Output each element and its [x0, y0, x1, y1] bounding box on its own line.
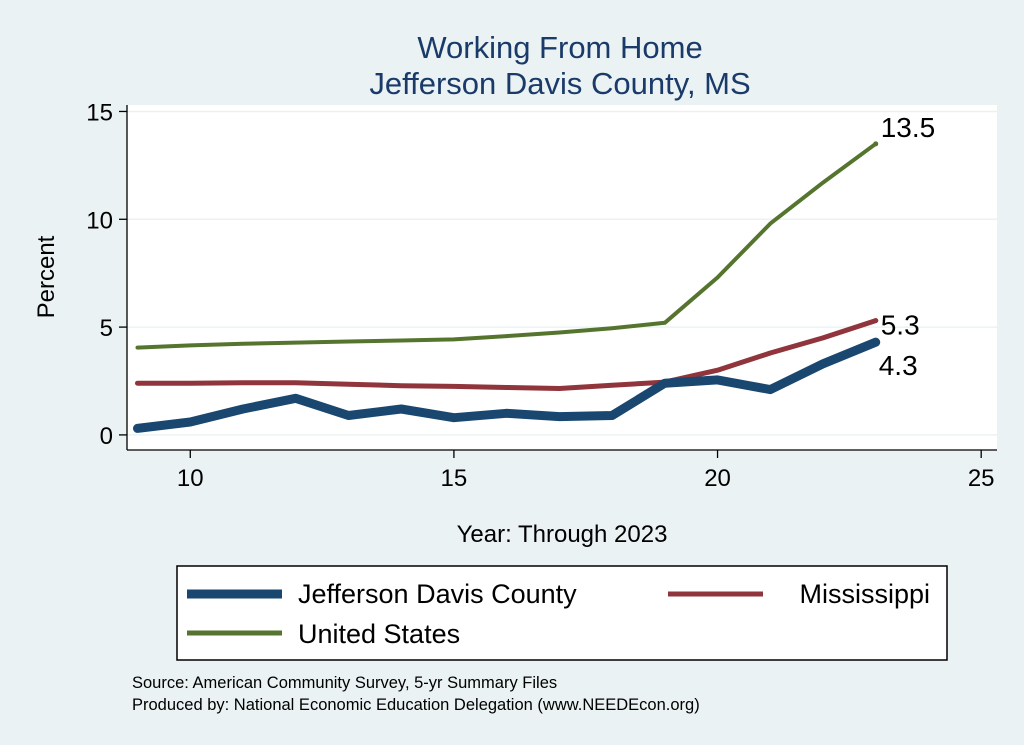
series-lines	[133, 141, 881, 433]
series-line-mississippi	[135, 318, 879, 391]
legend-label-jefferson-davis: Jefferson Davis County	[298, 579, 577, 609]
legend-label-united-states: United States	[298, 619, 460, 649]
legend-box	[176, 565, 948, 661]
x-tick-label-20: 20	[704, 465, 731, 492]
chart-subtitle: Jefferson Davis County, MS	[369, 66, 750, 101]
series-line-united-states	[135, 141, 878, 350]
end-point-jefferson-davis	[873, 339, 879, 345]
end-label-mississippi: 5.3	[881, 310, 920, 341]
x-tick-label-10: 10	[177, 465, 204, 492]
axes: 0 5 10 15 10 15 20 25	[86, 99, 997, 492]
x-axis-label: Year: Through 2023	[457, 521, 668, 548]
legend: Jefferson Davis County Mississippi Unite…	[176, 565, 948, 661]
plot-area	[127, 105, 997, 450]
y-tick-label-5: 5	[100, 315, 113, 342]
end-labels: 4.3 5.3 13.5	[879, 112, 936, 381]
x-tick-label-15: 15	[441, 465, 468, 492]
end-label-united-states: 13.5	[881, 112, 936, 143]
x-tick-label-25: 25	[968, 465, 995, 492]
chart-title: Working From Home	[417, 30, 702, 65]
source-note: Source: American Community Survey, 5-yr …	[132, 674, 557, 692]
produced-by-note: Produced by: National Economic Education…	[132, 696, 700, 714]
series-line-jefferson-davis	[133, 337, 881, 433]
y-tick-label-15: 15	[86, 99, 113, 126]
end-point-united-states	[873, 141, 879, 147]
y-axis-label: Percent	[33, 235, 60, 318]
y-tick-label-10: 10	[86, 207, 113, 234]
end-point-mississippi	[873, 318, 879, 324]
y-tick-label-0: 0	[100, 423, 113, 450]
end-label-jefferson-davis: 4.3	[879, 350, 918, 381]
legend-label-mississippi: Mississippi	[799, 579, 930, 609]
